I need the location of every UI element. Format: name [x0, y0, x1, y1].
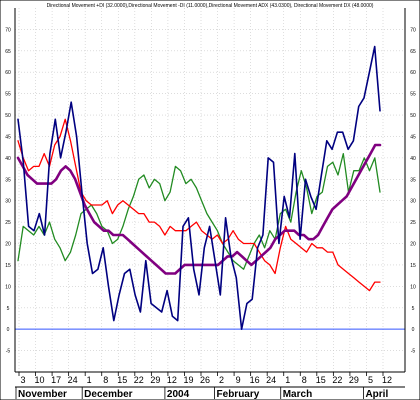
x-month-label: 2004 [167, 389, 190, 400]
chart-title: Directional Movement +DI (32.0000),Direc… [47, 3, 374, 9]
y-tick-label-left: 70 [5, 27, 11, 33]
x-month-label: February [217, 389, 260, 400]
x-tick-label: 10 [35, 375, 45, 385]
x-tick-label: 12 [167, 375, 177, 385]
x-tick-label: 5 [368, 375, 373, 385]
series-line-minus-di [17, 118, 381, 292]
series-layer [16, 45, 382, 331]
y-tick-label-left: 5 [7, 306, 10, 312]
x-tick-label: 9 [236, 375, 241, 385]
y-tick-label-right: 60 [410, 70, 416, 76]
y-tick-label-right: 25 [410, 220, 416, 226]
y-tick-label-right: 5 [412, 306, 415, 312]
x-tick-label: 29 [349, 375, 359, 385]
y-tick-label-left: 0 [7, 327, 10, 333]
y-tick-label-right: 0 [412, 327, 415, 333]
y-tick-label-left: 15 [5, 263, 11, 269]
y-tick-label-left: 40 [5, 156, 11, 162]
x-tick-label: 17 [51, 375, 61, 385]
y-tick-label-left: 10 [5, 284, 11, 290]
x-tick-label: 29 [150, 375, 160, 385]
x-month-label: December [84, 389, 132, 400]
series-line-adx [16, 143, 382, 275]
y-tick-label-left: 60 [5, 70, 11, 76]
y-tick-label-left: 30 [5, 199, 11, 205]
x-tick-label: 12 [382, 375, 392, 385]
x-month-label: November [18, 389, 67, 400]
x-tick-label: 19 [183, 375, 193, 385]
y-tick-label-right: 65 [410, 49, 416, 55]
x-tick-label: 8 [302, 375, 307, 385]
y-tick-label-right: 20 [410, 242, 416, 248]
y-tick-label-right: -5 [411, 349, 416, 355]
y-tick-label-right: 45 [410, 134, 416, 140]
grid-layer [15, 8, 405, 372]
y-tick-label-left: 65 [5, 49, 11, 55]
series-line-dx [17, 45, 381, 331]
y-tick-label-left: 35 [5, 177, 11, 183]
x-tick-label: 8 [103, 375, 108, 385]
x-tick-label: 24 [266, 375, 276, 385]
x-tick-label: 1 [87, 375, 92, 385]
x-tick-label: 26 [200, 375, 210, 385]
y-tick-label-right: 50 [410, 113, 416, 119]
x-axis: 3 10 17 24 1 8 15 22 29 12 19 26 2 9 16 24 1 8 15 22 29 5 12No… [15, 372, 392, 400]
x-tick-label: 24 [68, 375, 78, 385]
x-tick-label: 16 [250, 375, 260, 385]
y-tick-label-right: 30 [410, 199, 416, 205]
x-tick-label: 1 [285, 375, 290, 385]
x-month-label: March [283, 389, 312, 400]
y-tick-label-left: 20 [5, 242, 11, 248]
x-tick-label: 3 [20, 375, 25, 385]
y-tick-label-left: 50 [5, 113, 11, 119]
y-tick-label-left: -5 [6, 349, 11, 355]
y-tick-label-right: 70 [410, 27, 416, 33]
y-tick-label-right: 35 [410, 177, 416, 183]
x-tick-label: 15 [316, 375, 326, 385]
y-tick-label-right: 55 [410, 92, 416, 98]
x-month-label: April [365, 389, 388, 400]
y-tick-label-left: 45 [5, 134, 11, 140]
x-tick-label: 2 [219, 375, 224, 385]
x-tick-label: 22 [332, 375, 342, 385]
y-tick-label-right: 15 [410, 263, 416, 269]
y-tick-label-left: 55 [5, 92, 11, 98]
x-tick-label: 22 [134, 375, 144, 385]
y-tick-label-left: 25 [5, 220, 11, 226]
x-tick-label: 15 [117, 375, 127, 385]
y-tick-label-right: 10 [410, 284, 416, 290]
y-tick-label-right: 40 [410, 156, 416, 162]
series-line-plus-di [17, 152, 381, 270]
